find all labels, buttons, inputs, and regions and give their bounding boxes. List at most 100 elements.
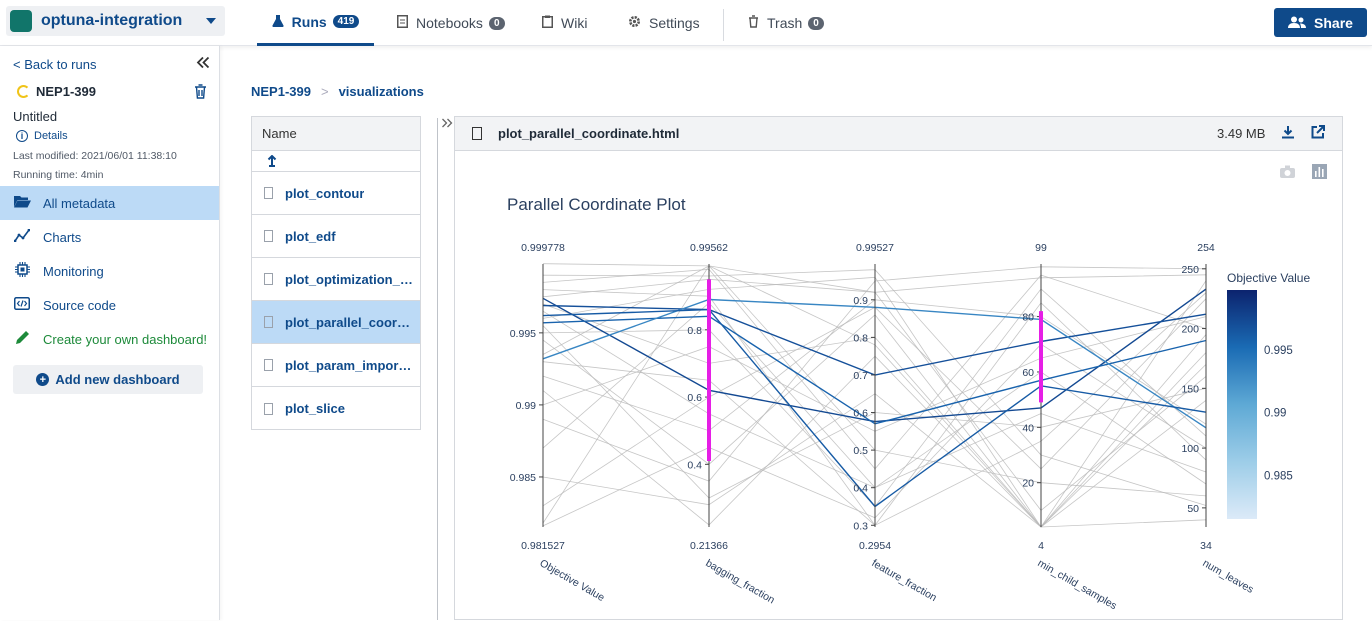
sidebar-item-all-metadata[interactable]: All metadata <box>0 186 219 220</box>
file-row[interactable]: plot_edf <box>252 215 420 258</box>
line-chart-icon <box>13 228 31 245</box>
sidebar-item-label: Source code <box>43 297 116 313</box>
breadcrumb-folder[interactable]: visualizations <box>338 84 424 99</box>
flask-icon <box>272 14 284 30</box>
sidebar-item-source-code[interactable]: Source code <box>0 288 219 322</box>
axis-max-label: 0.99527 <box>856 242 894 254</box>
axis-tick-label: 0.4 <box>853 483 868 495</box>
axis-name-label: min_child_samples <box>1036 557 1119 612</box>
axis-name-label: bagging_fraction <box>704 557 777 606</box>
tab-wiki[interactable]: Wiki <box>542 0 587 46</box>
axis-min-label: 0.21366 <box>690 540 728 552</box>
plotly-logo-icon[interactable] <box>1312 164 1327 179</box>
clipboard-icon <box>542 15 553 31</box>
project-avatar <box>10 10 32 32</box>
axis-min-label: 34 <box>1200 540 1212 552</box>
sidebar-item-label: Create your own dashboard! <box>43 331 208 347</box>
axis-tick-label: 0.8 <box>853 332 868 344</box>
delete-run-icon[interactable] <box>194 84 207 102</box>
file-icon <box>264 316 273 328</box>
file-name: plot_slice <box>285 401 345 416</box>
share-label: Share <box>1314 14 1353 31</box>
tab-label: Runs <box>291 13 327 30</box>
file-row[interactable]: plot_contour <box>252 172 420 215</box>
sidebar-item-charts[interactable]: Charts <box>0 220 219 254</box>
axis-tick-label: 50 <box>1187 503 1199 515</box>
sidebar-item-label: All metadata <box>43 195 116 211</box>
project-selector[interactable]: optuna-integration <box>6 6 225 36</box>
file-name: plot_param_importances <box>285 357 413 373</box>
info-icon: i <box>16 130 28 142</box>
run-name: Untitled <box>13 109 58 124</box>
expand-panel-icon[interactable] <box>441 117 453 132</box>
file-row[interactable]: plot_optimization_history <box>252 258 420 301</box>
file-name: plot_contour <box>285 185 365 201</box>
colorbar-tick-label: 0.985 <box>1264 470 1293 482</box>
trash-icon <box>748 15 759 31</box>
back-to-runs-link[interactable]: < Back to runs <box>13 57 97 72</box>
file-icon <box>264 273 273 285</box>
details-link[interactable]: i Details <box>16 130 68 142</box>
file-name: plot_parallel_coordinate <box>285 314 413 330</box>
panel-resize-handle[interactable] <box>437 118 438 620</box>
breadcrumb-run[interactable]: NEP1-399 <box>251 84 311 99</box>
pencil-icon <box>13 330 31 348</box>
file-list: Name plot_contour plot_edf plot_optimiza… <box>251 116 421 430</box>
go-up-icon[interactable] <box>252 151 420 172</box>
file-row[interactable]: plot_param_importances <box>252 344 420 387</box>
add-new-dashboard-button[interactable]: + Add new dashboard <box>13 365 203 394</box>
share-button[interactable]: Share <box>1274 8 1367 37</box>
file-name: plot_optimization_history <box>285 271 413 287</box>
gear-icon <box>628 15 641 31</box>
axis-tick-label: 40 <box>1022 422 1034 434</box>
file-list-header[interactable]: Name <box>252 117 420 151</box>
notebook-icon <box>397 15 408 31</box>
collapse-sidebar-icon[interactable] <box>196 53 210 74</box>
running-status-icon <box>17 85 30 98</box>
colorbar-title: Objective Value <box>1227 271 1310 285</box>
viewer-filename: plot_parallel_coordinate.html <box>498 126 680 141</box>
axis-name-label: num_leaves <box>1201 557 1256 596</box>
file-viewer: plot_parallel_coordinate.html 3.49 MB Pa… <box>454 116 1343 620</box>
chevron-down-icon <box>206 18 216 24</box>
file-row-selected[interactable]: plot_parallel_coordinate <box>252 301 420 344</box>
sidebar-item-monitoring[interactable]: Monitoring <box>0 254 219 288</box>
open-external-icon[interactable] <box>1311 125 1325 142</box>
colorbar-scale <box>1227 290 1257 519</box>
axis-tick-label: 250 <box>1181 264 1199 276</box>
axis-max-label: 0.99562 <box>690 242 728 254</box>
axis-max-label: 254 <box>1197 242 1215 254</box>
tab-settings[interactable]: Settings <box>628 0 700 46</box>
axis-tick-label: 0.995 <box>510 328 536 340</box>
tab-label: Settings <box>649 15 700 31</box>
sidebar-item-create-dashboard[interactable]: Create your own dashboard! <box>0 322 219 356</box>
axis-min-label: 0.981527 <box>521 540 565 552</box>
axis-tick-label: 150 <box>1181 383 1199 395</box>
tab-notebooks[interactable]: Notebooks 0 <box>397 0 505 46</box>
top-bar: optuna-integration Runs 419 Notebooks 0 … <box>0 0 1372 46</box>
tab-runs[interactable]: Runs 419 <box>257 0 374 46</box>
axis-tick-label: 0.7 <box>853 370 868 382</box>
users-icon <box>1288 16 1307 29</box>
axis-max-label: 0.999778 <box>521 242 565 254</box>
sidebar-item-label: Charts <box>43 229 82 245</box>
axis-tick-label: 0.6 <box>687 392 702 404</box>
running-time: Running time: 4min <box>13 169 104 181</box>
file-icon <box>264 230 273 242</box>
runs-count-badge: 419 <box>332 15 360 28</box>
file-name: plot_edf <box>285 228 336 244</box>
parallel-coordinate-chart: Parallel Coordinate Plot 0.999778 0.98152… <box>507 164 1327 612</box>
file-icon <box>264 402 273 415</box>
axis-tick-label: 0.4 <box>687 459 702 471</box>
axis-tick-label: 20 <box>1022 478 1034 490</box>
file-row[interactable]: plot_slice <box>252 387 420 430</box>
last-modified: Last modified: 2021/06/01 11:38:10 <box>13 150 177 162</box>
axis-name-label: Objective Value <box>538 557 607 604</box>
folder-open-icon <box>13 195 31 211</box>
axis-name-label: feature_fraction <box>870 557 939 604</box>
camera-icon[interactable] <box>1280 165 1295 179</box>
download-icon[interactable] <box>1281 125 1295 143</box>
notebooks-count-badge: 0 <box>488 16 505 30</box>
axis-tick-label: 100 <box>1181 443 1199 455</box>
tab-trash[interactable]: Trash 0 <box>748 0 824 46</box>
